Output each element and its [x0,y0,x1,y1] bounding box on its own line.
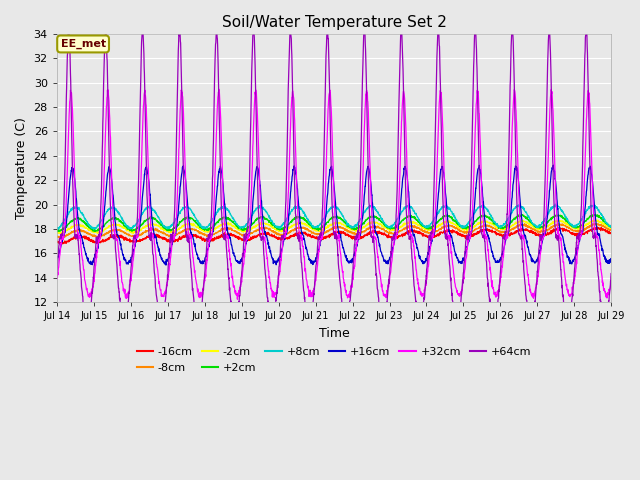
-16cm [556,224,563,229]
+8cm [574,221,582,227]
Legend: -16cm, -8cm, -2cm, +2cm, +8cm, +16cm, +32cm, +64cm: -16cm, -8cm, -2cm, +2cm, +8cm, +16cm, +3… [132,343,536,377]
+16cm [53,257,61,263]
+16cm [208,233,216,239]
+32cm [215,86,223,92]
Line: +64cm: +64cm [57,27,611,324]
-2cm [208,227,216,233]
-2cm [53,229,61,235]
-2cm [607,225,615,230]
+16cm [607,257,615,263]
+2cm [559,214,566,220]
+64cm [574,236,582,241]
-16cm [56,241,64,247]
+16cm [549,162,557,168]
-16cm [607,230,615,236]
-8cm [53,234,61,240]
-2cm [362,223,370,228]
-16cm [559,226,566,231]
-2cm [58,231,65,237]
+64cm [341,322,349,327]
+32cm [574,242,582,248]
-2cm [350,228,358,233]
+32cm [53,276,61,282]
-2cm [574,226,582,232]
-16cm [495,231,503,237]
+16cm [362,171,370,177]
-8cm [57,235,65,241]
-16cm [350,234,358,240]
+64cm [559,294,566,300]
+64cm [496,279,504,285]
-2cm [591,217,599,223]
Title: Soil/Water Temperature Set 2: Soil/Water Temperature Set 2 [221,15,447,30]
+8cm [552,201,559,207]
+2cm [350,225,358,231]
Line: -8cm: -8cm [57,224,611,238]
+2cm [362,216,370,222]
Line: +16cm: +16cm [57,165,611,265]
Line: +32cm: +32cm [57,89,611,299]
-8cm [495,228,503,234]
-8cm [350,230,358,236]
+2cm [495,225,503,230]
-8cm [362,226,370,232]
-16cm [208,236,216,242]
+64cm [472,24,479,30]
-8cm [559,221,566,227]
Text: EE_met: EE_met [61,39,106,49]
+64cm [350,245,358,251]
+8cm [559,209,566,215]
-8cm [607,228,615,233]
+32cm [234,296,241,302]
+16cm [574,242,582,248]
+32cm [559,251,566,257]
-16cm [574,231,582,237]
Line: +8cm: +8cm [57,204,611,229]
+16cm [559,234,566,240]
+2cm [53,228,61,234]
Line: -16cm: -16cm [57,227,611,244]
+2cm [591,212,598,217]
Line: +2cm: +2cm [57,215,611,231]
-16cm [53,239,61,245]
+2cm [574,224,582,229]
+32cm [207,236,215,241]
+8cm [607,223,615,228]
Line: -2cm: -2cm [57,220,611,234]
+8cm [362,207,370,213]
+2cm [208,225,216,231]
+16cm [162,262,170,268]
+64cm [607,270,615,276]
+32cm [351,263,358,269]
-2cm [495,226,503,231]
Y-axis label: Temperature (C): Temperature (C) [15,117,28,219]
+32cm [496,283,504,289]
X-axis label: Time: Time [319,327,349,340]
+32cm [363,88,371,94]
+8cm [54,227,62,232]
+2cm [53,227,61,233]
-16cm [362,232,370,238]
-8cm [574,228,582,234]
+16cm [350,252,358,258]
+64cm [53,272,61,278]
+64cm [207,213,215,218]
-8cm [591,221,599,227]
-8cm [208,232,216,238]
+32cm [607,274,615,280]
+8cm [495,224,503,230]
-2cm [559,219,566,225]
+64cm [362,75,370,81]
+2cm [607,224,615,230]
+8cm [350,224,358,230]
+8cm [53,225,61,230]
+16cm [495,259,503,264]
+8cm [208,219,216,225]
